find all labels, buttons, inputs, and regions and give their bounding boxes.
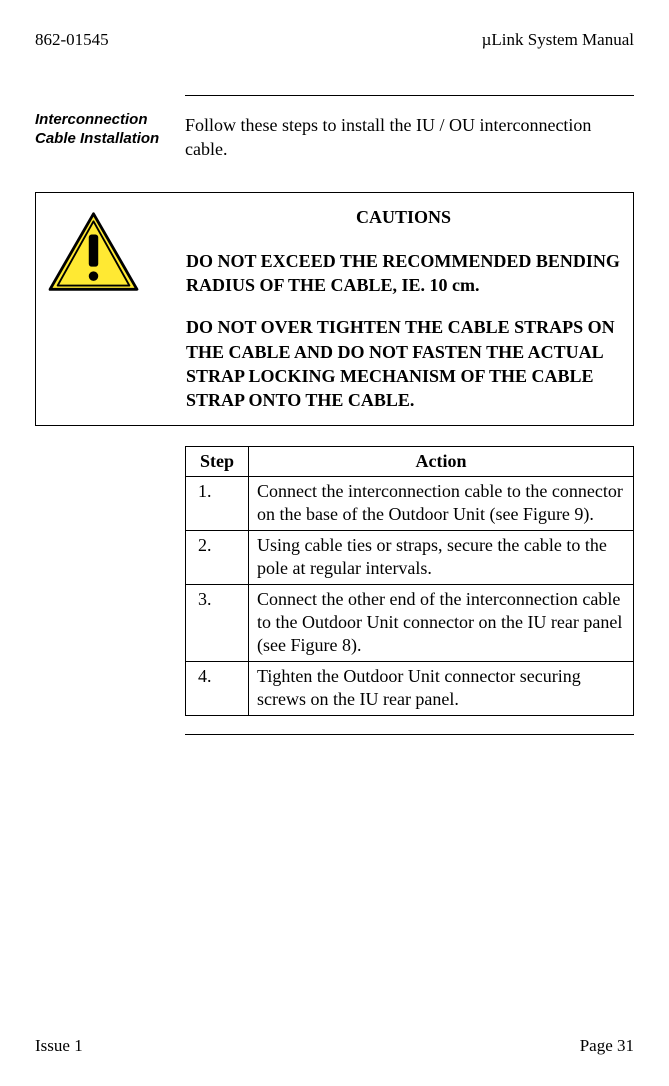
section-intro-text: Follow these steps to install the IU / O… [185, 111, 634, 162]
table-row: 4. Tighten the Outdoor Unit connector se… [186, 661, 634, 715]
steps-table-wrap: Step Action 1. Connect the interconnecti… [185, 446, 634, 716]
table-row: 1. Connect the interconnection cable to … [186, 477, 634, 531]
header-doc-title: µLink System Manual [482, 30, 634, 50]
caution-triangle-icon [46, 210, 141, 295]
header-doc-number: 862-01545 [35, 30, 109, 50]
table-header-row: Step Action [186, 446, 634, 476]
col-header-action: Action [249, 446, 634, 476]
side-label-line1: Interconnection [35, 111, 148, 128]
step-number: 1. [186, 477, 249, 531]
side-label-line2: Cable Installation [35, 130, 159, 147]
caution-paragraph-2: DO NOT OVER TIGHTEN THE CABLE STRAPS ON … [186, 315, 621, 412]
section-intro: Interconnection Cable Installation Follo… [35, 111, 634, 162]
step-number: 4. [186, 661, 249, 715]
caution-paragraph-1: DO NOT EXCEED THE RECOMMENDED BENDING RA… [186, 249, 621, 298]
table-row: 2. Using cable ties or straps, secure th… [186, 530, 634, 584]
footer-page: Page 31 [580, 1036, 634, 1056]
step-action: Connect the interconnection cable to the… [249, 477, 634, 531]
table-row: 3. Connect the other end of the intercon… [186, 584, 634, 661]
caution-text: CAUTIONS DO NOT EXCEED THE RECOMMENDED B… [186, 205, 621, 413]
page-header: 862-01545 µLink System Manual [35, 30, 634, 50]
rule-top [185, 95, 634, 96]
footer-issue: Issue 1 [35, 1036, 83, 1056]
rule-bottom [185, 734, 634, 735]
page-footer: Issue 1 Page 31 [35, 1036, 634, 1056]
steps-table: Step Action 1. Connect the interconnecti… [185, 446, 634, 716]
step-number: 2. [186, 530, 249, 584]
caution-icon-wrap [46, 205, 186, 413]
step-number: 3. [186, 584, 249, 661]
caution-title: CAUTIONS [186, 205, 621, 229]
step-action: Connect the other end of the interconnec… [249, 584, 634, 661]
caution-box: CAUTIONS DO NOT EXCEED THE RECOMMENDED B… [35, 192, 634, 426]
step-action: Tighten the Outdoor Unit connector secur… [249, 661, 634, 715]
col-header-step: Step [186, 446, 249, 476]
step-action: Using cable ties or straps, secure the c… [249, 530, 634, 584]
section-side-label: Interconnection Cable Installation [35, 111, 185, 162]
